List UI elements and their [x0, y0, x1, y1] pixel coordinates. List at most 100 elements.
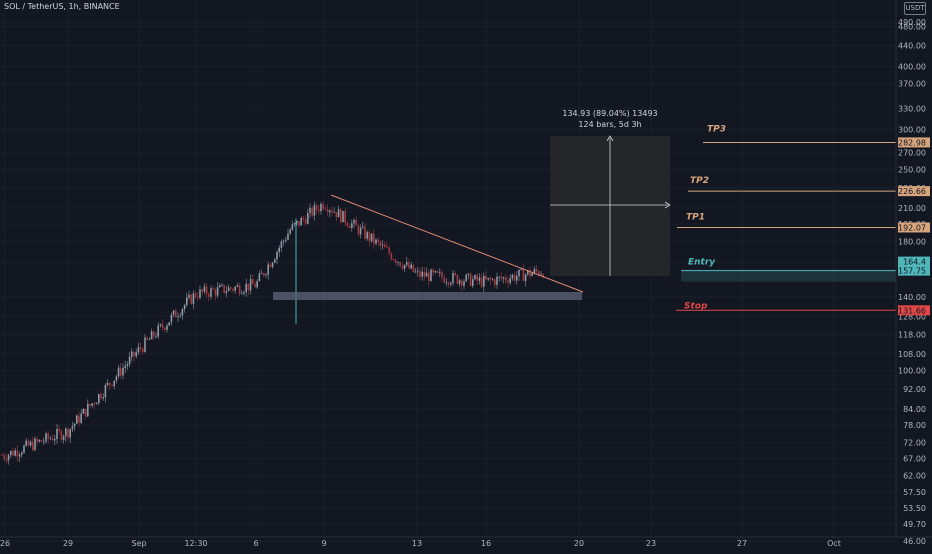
candle-body [298, 221, 300, 226]
candle-body [498, 276, 500, 278]
x-tick-label: 29 [63, 539, 73, 548]
currency-badge[interactable]: USDT [904, 2, 926, 15]
symbol-title: SOL / TetherUS, 1h, BINANCE [4, 2, 120, 11]
candle-body [27, 440, 30, 446]
candle-body [133, 351, 135, 357]
candle-body [304, 219, 307, 224]
y-tick-label: 400.00 [898, 63, 926, 72]
candle-body [287, 233, 289, 240]
candle-body [56, 429, 58, 440]
candle-body [533, 268, 536, 273]
candle-body [194, 293, 197, 298]
candle-body [203, 286, 206, 292]
candle-body [60, 431, 63, 440]
candle-body [463, 281, 465, 286]
candle-body [282, 240, 285, 242]
candle-body [399, 261, 401, 266]
candle-body [40, 439, 43, 442]
candle-body [359, 227, 362, 235]
candle-body [155, 336, 157, 338]
y-tick-label: 210.00 [898, 204, 926, 213]
candle-body [128, 356, 131, 365]
candle-body [227, 287, 230, 292]
candle-body [38, 439, 41, 442]
candle-body [164, 327, 166, 330]
candle-body [340, 209, 342, 223]
candle-body [82, 408, 85, 414]
tp2-price-tag [898, 186, 930, 197]
candle-body [417, 270, 419, 272]
candle-body [23, 445, 25, 453]
candle-body [183, 305, 186, 310]
candle-body [368, 232, 371, 242]
tp1-price-tag [898, 222, 930, 233]
y-tick-label: 49.70 [903, 520, 926, 529]
candle-body [311, 207, 313, 216]
candle-body [36, 438, 38, 442]
candle-body [403, 264, 406, 269]
candle-body [186, 297, 188, 306]
x-tick-label: 12:30 [184, 539, 207, 548]
candle-body [478, 277, 481, 281]
candle-body [172, 310, 175, 315]
candle-body [18, 454, 21, 457]
candle-body [408, 262, 410, 269]
candle-body [516, 276, 518, 281]
candle-body [494, 279, 496, 285]
candle-body [78, 415, 80, 423]
candle-body [43, 441, 45, 443]
candle-body [289, 229, 291, 234]
y-tick-label: 330.00 [898, 105, 926, 114]
current-price-tag-text: 164.4 [903, 258, 926, 267]
candle-body [51, 438, 54, 441]
candle-body [5, 458, 8, 461]
candle-body [139, 347, 142, 349]
y-tick-label: 72.00 [903, 439, 926, 448]
y-tick-label: 140.00 [898, 293, 926, 302]
candle-body [432, 269, 434, 273]
candle-body [430, 269, 432, 282]
candle-body [115, 376, 118, 381]
candle-body [502, 277, 505, 279]
candle-body [335, 211, 338, 218]
candle-body [278, 247, 280, 252]
candle-body [93, 403, 96, 405]
candle-body [307, 213, 309, 224]
tp2-price-tag-text: 226.66 [898, 187, 926, 196]
candle-body [397, 261, 399, 263]
measure-arrowhead-up [606, 135, 614, 142]
candle-body [300, 217, 302, 226]
tp3-label: TP3 [707, 124, 726, 134]
candle-body [62, 436, 65, 440]
candle-body [507, 280, 509, 283]
tp1-price-tag-text: 192.07 [898, 223, 926, 232]
candle-body [351, 223, 353, 228]
candle-body [390, 253, 393, 260]
candle-body [256, 280, 258, 288]
candle-body [353, 220, 355, 224]
candle-body [346, 222, 349, 226]
candle-body [58, 429, 60, 432]
candle-body [373, 233, 375, 244]
candle-body [480, 277, 483, 287]
y-tick-label: 118.00 [898, 330, 926, 339]
candle-body [126, 364, 129, 367]
candle-body [452, 273, 454, 284]
candle-body [518, 269, 520, 277]
candle-body [425, 272, 428, 277]
candle-body [157, 325, 159, 337]
candle-body [188, 294, 190, 298]
candle-body [214, 289, 217, 296]
candle-body [219, 285, 221, 288]
candle-body [293, 223, 296, 225]
y-tick-label: 250.00 [898, 166, 926, 175]
y-tick-label: 57.50 [903, 488, 926, 497]
candle-body [91, 403, 93, 406]
candle-body [230, 287, 232, 289]
candle-body [333, 211, 335, 213]
candle-body [34, 438, 36, 451]
candle-body [71, 426, 74, 430]
candle-body [483, 275, 485, 287]
